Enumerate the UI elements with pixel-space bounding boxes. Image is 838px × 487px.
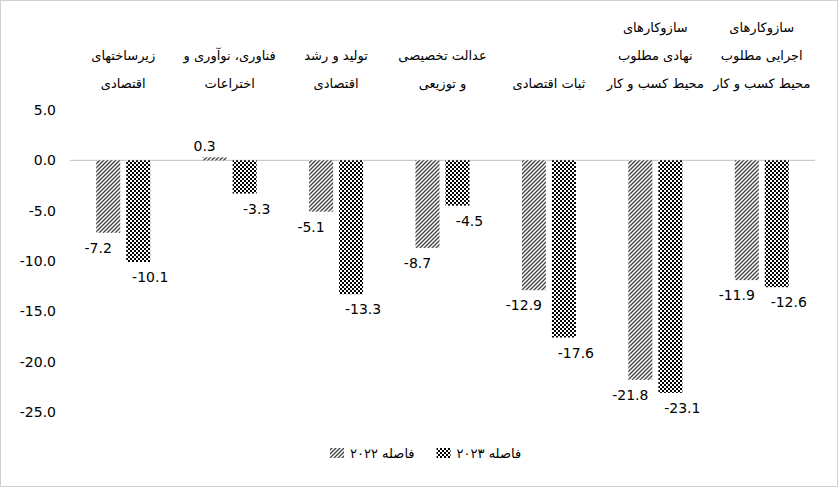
bar [522,160,546,290]
category-label-line: اقتصادی [101,76,146,91]
category-label: ثبات اقتصادی [513,76,586,91]
y-tick [66,210,70,211]
category-label: عدالت تخصیصی و توزیعی [398,48,486,92]
bar [96,160,120,232]
chart-frame [1,1,838,487]
category-label-line: و توزیعی [419,76,467,92]
category-label-line: اختراعات [204,76,254,92]
bar [552,160,576,337]
y-tick-label: -15.0 [20,303,56,319]
chart: 5.0 0.0 -5.0 -10.0 -15.0 -20.0 -25.0 -7.2 0.3 -5.… [0,0,838,487]
data-label: -7.2 [85,240,112,256]
bar [126,160,150,262]
data-label: -5.1 [297,219,324,235]
y-tick-label: -10.0 [20,253,56,269]
bar [765,160,789,287]
category-label-line: محیط کسب و کار [606,76,704,92]
x-axis-line [70,160,815,161]
bar [658,160,682,393]
data-label: -10.1 [132,269,168,285]
category-label: فناوری، نوآوری و اختراعات [183,47,276,92]
legend-swatch [437,448,451,458]
bar [416,160,440,248]
y-tick-label: -20.0 [20,354,56,370]
bar [203,157,227,160]
bar [446,160,470,205]
category-label-line: اجرایی مطلوب [721,48,803,64]
legend-label: فاصله ۲۰۲۳ [457,446,522,461]
category-label: سازوکارهای اجرایی مطلوب محیط کسب و کار [712,20,810,92]
category-label-line: فناوری، نوآوری و [183,47,276,64]
category-label: تولید و رشد اقتصادی [304,48,368,91]
category-label-line: زیرساختهای [91,48,155,64]
data-label: -21.8 [612,387,648,403]
category-label-line: سازوکارهای [623,20,688,36]
category-label-line: نهادی مطلوب [618,48,693,64]
legend-swatch [330,448,344,458]
data-label: -12.6 [771,294,807,310]
category-label-line: سازوکارهای [729,20,794,36]
y-tick [66,412,70,413]
y-tick [66,361,70,362]
data-label: -3.3 [243,201,270,217]
y-tick-label: 5.0 [34,102,56,118]
category-label: سازوکارهای نهادی مطلوب محیط کسب و کار [606,20,704,92]
category-label-line: تولید و رشد [304,48,368,64]
y-tick-label: -25.0 [20,404,56,420]
data-label: -17.6 [558,345,594,361]
y-tick [66,160,70,161]
y-tick-label: -5.0 [29,203,56,219]
bar [735,160,759,280]
data-label: -8.7 [404,255,431,271]
data-labels: -7.2 0.3 -5.1 -8.7 -12.9 -21.8 -11.9 -10.1 -3.3 -… [85,138,807,416]
bar [628,160,652,379]
data-label: -13.3 [345,301,381,317]
data-label: 0.3 [194,138,216,154]
bar [233,160,257,193]
bar [339,160,363,294]
y-tick [66,311,70,312]
data-label: -12.9 [506,297,542,313]
y-tick [66,261,70,262]
category-label-line: اقتصادی [314,76,359,91]
y-tick-label: 0.0 [34,152,56,168]
data-label: -23.1 [664,400,700,416]
legend-label: فاصله ۲۰۲۲ [350,446,415,461]
category-label-line: ثبات اقتصادی [513,76,586,91]
data-label: -4.5 [456,213,483,229]
category-label: زیرساختهای اقتصادی [91,48,155,91]
category-label-line: عدالت تخصیصی [398,48,486,63]
bar [309,160,333,211]
bars [96,157,789,393]
data-label: -11.9 [719,287,755,303]
category-label-line: محیط کسب و کار [712,76,810,92]
legend: فاصله ۲۰۲۲ فاصله ۲۰۲۳ [330,446,521,461]
y-tick [66,110,70,111]
